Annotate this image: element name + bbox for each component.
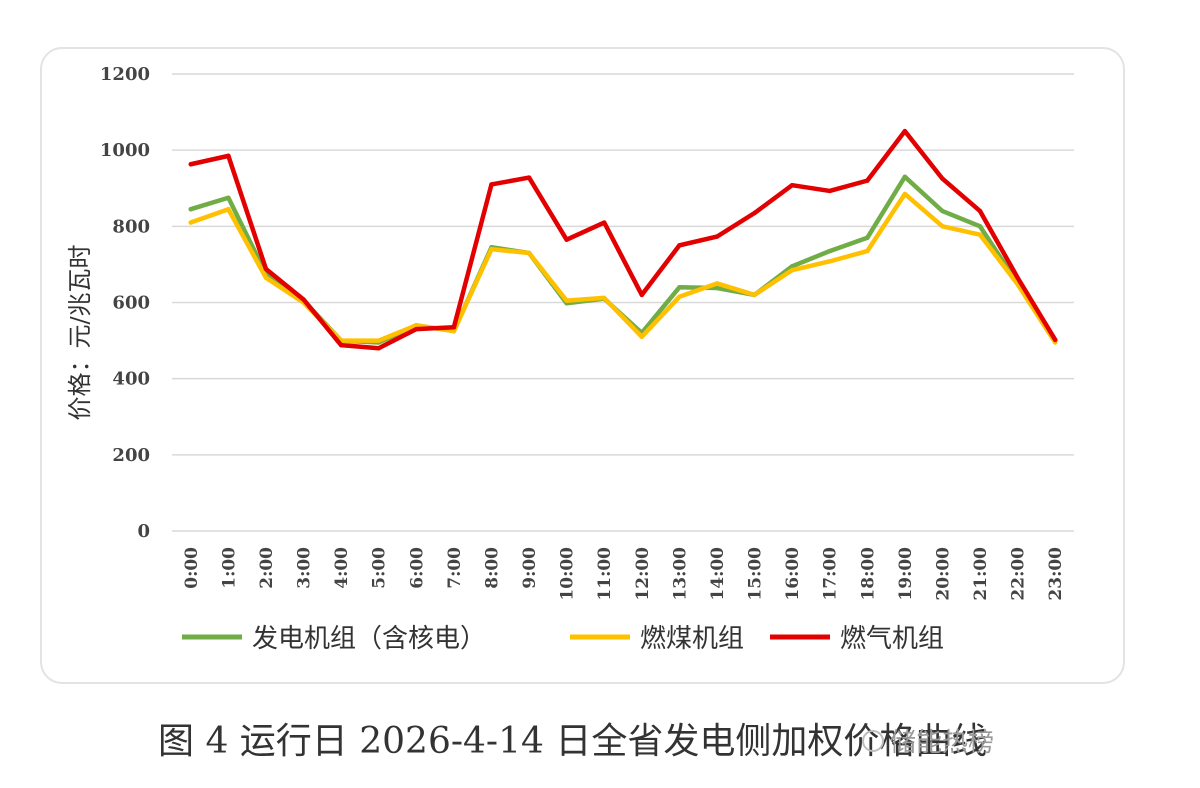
data-point bbox=[1053, 337, 1058, 343]
wechat-icon bbox=[862, 729, 884, 752]
data-point bbox=[714, 234, 720, 239]
data-point bbox=[865, 235, 870, 240]
data-point bbox=[564, 237, 569, 242]
data-point bbox=[752, 292, 757, 298]
y-tick-label: 400 bbox=[112, 369, 150, 390]
data-point bbox=[263, 275, 269, 280]
y-tick-label: 1000 bbox=[100, 140, 150, 161]
x-tick-label: 22:00 bbox=[1009, 547, 1029, 601]
data-point bbox=[827, 259, 832, 264]
data-point bbox=[902, 128, 908, 134]
x-tick-label: 5:00 bbox=[370, 547, 390, 589]
data-point bbox=[865, 248, 870, 254]
y-tick-label: 600 bbox=[112, 293, 150, 314]
data-point bbox=[639, 334, 644, 339]
data-point bbox=[226, 206, 231, 212]
watermark: 储能热榜 bbox=[862, 722, 994, 759]
x-tick-label: 6:00 bbox=[407, 547, 427, 589]
data-point bbox=[188, 162, 193, 167]
x-tick-label: 15:00 bbox=[746, 547, 766, 601]
x-tick-label: 8:00 bbox=[482, 547, 502, 589]
x-tick-label: 10:00 bbox=[558, 547, 578, 601]
x-tick-label: 0:00 bbox=[182, 547, 202, 589]
data-point bbox=[940, 176, 945, 181]
data-point bbox=[940, 224, 945, 229]
data-point bbox=[639, 292, 644, 298]
x-tick-label: 2:00 bbox=[257, 547, 277, 589]
data-point bbox=[714, 281, 720, 286]
data-point bbox=[677, 294, 682, 299]
x-tick-label: 20:00 bbox=[933, 547, 953, 601]
legend-label: 燃气机组 bbox=[840, 624, 944, 654]
data-point bbox=[489, 182, 494, 187]
data-point bbox=[376, 338, 381, 343]
data-point bbox=[902, 191, 908, 197]
data-point bbox=[602, 220, 607, 225]
data-point bbox=[789, 267, 795, 273]
x-tick-label: 14:00 bbox=[708, 547, 728, 601]
data-point bbox=[977, 224, 983, 229]
data-point bbox=[414, 326, 419, 332]
x-tick-label: 13:00 bbox=[670, 547, 690, 601]
x-tick-label: 19:00 bbox=[896, 547, 916, 601]
data-point bbox=[526, 175, 532, 180]
data-point bbox=[714, 285, 720, 291]
data-point bbox=[414, 323, 419, 328]
y-tick-label: 0 bbox=[137, 521, 150, 542]
data-point bbox=[188, 206, 193, 212]
data-point bbox=[865, 178, 870, 183]
data-point bbox=[752, 210, 757, 216]
x-tick-label: 4:00 bbox=[332, 547, 352, 589]
data-point bbox=[376, 346, 381, 351]
watermark-text: 储能热榜 bbox=[890, 728, 995, 758]
data-point bbox=[338, 342, 344, 348]
data-point bbox=[226, 195, 231, 200]
data-point bbox=[451, 325, 457, 330]
data-point bbox=[602, 295, 607, 301]
data-point bbox=[940, 208, 945, 214]
data-point bbox=[977, 208, 983, 214]
y-tick-label: 800 bbox=[112, 216, 150, 237]
chart-card: 0 200 400 600 800 1000 1200 价格：元/兆瓦时 0:00 1:00 2:0… bbox=[40, 47, 1125, 684]
data-point bbox=[827, 248, 832, 254]
y-tick-label: 1200 bbox=[100, 64, 150, 85]
data-point bbox=[489, 246, 494, 252]
data-point bbox=[977, 232, 983, 237]
x-tick-label: 3:00 bbox=[295, 547, 315, 589]
x-tick-label: 23:00 bbox=[1046, 547, 1066, 601]
data-point bbox=[226, 153, 231, 159]
x-tick-label: 17:00 bbox=[821, 547, 841, 601]
data-point bbox=[188, 220, 193, 225]
data-point bbox=[677, 285, 682, 290]
data-point bbox=[827, 188, 832, 194]
data-point bbox=[902, 174, 908, 180]
data-point bbox=[526, 250, 532, 256]
data-point bbox=[1015, 275, 1020, 280]
x-tick-label: 16:00 bbox=[783, 547, 803, 601]
legend-label: 燃煤机组 bbox=[640, 624, 744, 654]
y-tick-label: 200 bbox=[112, 445, 150, 466]
legend-label: 发电机组（含核电） bbox=[252, 624, 486, 654]
x-tick-label: 9:00 bbox=[520, 547, 540, 589]
x-tick-label: 12:00 bbox=[633, 547, 653, 601]
x-tick-label: 18:00 bbox=[858, 547, 878, 601]
data-point bbox=[677, 243, 682, 248]
data-point bbox=[564, 298, 569, 303]
data-point bbox=[789, 183, 795, 188]
data-point bbox=[789, 264, 795, 269]
x-tick-label: 21:00 bbox=[971, 547, 991, 601]
figure-caption: 图 4 运行日 2026-4-14 日全省发电侧加权价格曲线 bbox=[158, 721, 988, 762]
x-tick-label: 1:00 bbox=[219, 547, 239, 589]
data-point bbox=[301, 297, 306, 302]
x-tick-label: 11:00 bbox=[595, 547, 615, 601]
data-point bbox=[263, 266, 269, 272]
y-axis-label: 价格：元/兆瓦时 bbox=[66, 244, 94, 420]
series-line-3 bbox=[188, 128, 1058, 351]
line-chart: 0 200 400 600 800 1000 1200 价格：元/兆瓦时 0:00 1:00 2:0… bbox=[66, 64, 1074, 654]
x-tick-label: 7:00 bbox=[445, 547, 465, 589]
data-point bbox=[451, 328, 457, 334]
